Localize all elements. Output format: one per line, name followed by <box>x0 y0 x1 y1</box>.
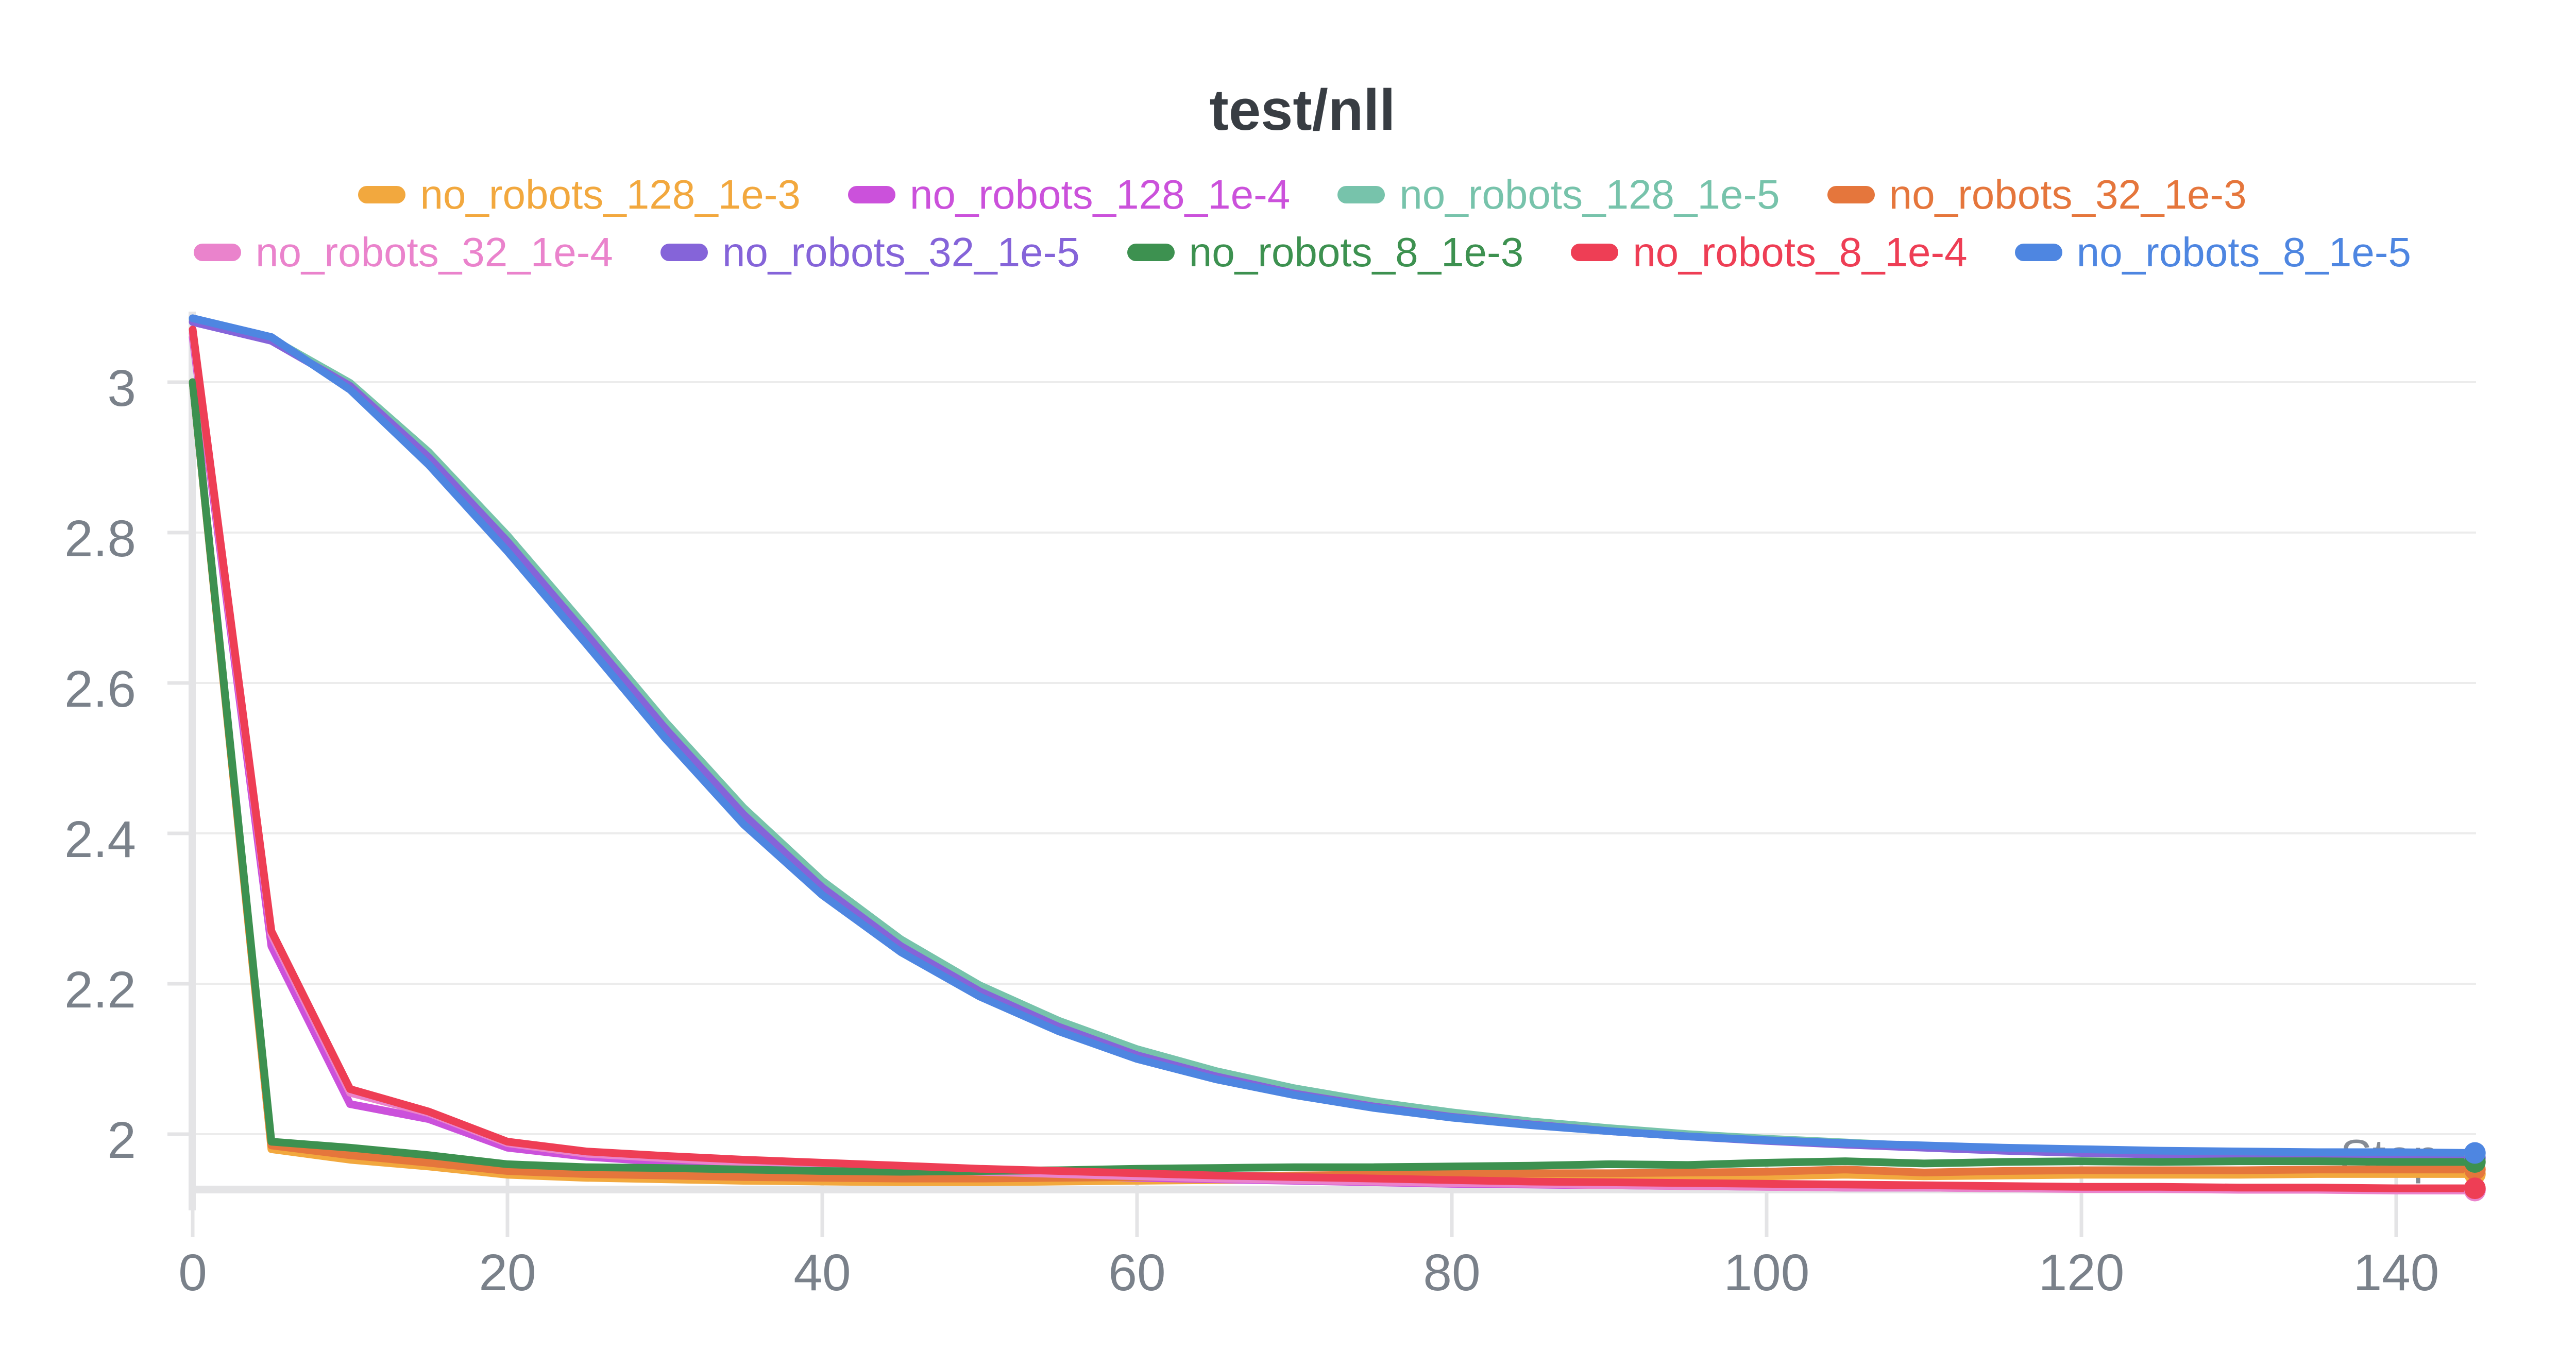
x-axis-tick <box>1765 1165 1769 1237</box>
legend-item-no_robots_128_1e-3[interactable]: no_robots_128_1e-3 <box>358 171 801 218</box>
x-tick-label: 60 <box>1108 1244 1165 1302</box>
chart-title: test/nll <box>1209 78 1396 142</box>
legend-swatch-icon <box>660 244 708 261</box>
series-line-no_robots_128_1e-3[interactable] <box>189 378 2479 1186</box>
y-tick-label: 2.4 <box>64 811 136 868</box>
x-tick-label: 0 <box>178 1244 207 1302</box>
series-line-no_robots_8_1e-4[interactable] <box>189 326 2479 1192</box>
series-endpoint-no_robots_8_1e-4[interactable] <box>2464 1177 2486 1200</box>
legend-swatch-icon <box>1337 186 1385 203</box>
x-axis-tick <box>2394 1165 2398 1237</box>
y-tick-label: 2.6 <box>64 660 136 718</box>
legend: no_robots_128_1e-3 no_robots_128_1e-4 no_r… <box>0 166 2576 281</box>
legend-swatch-icon <box>1571 244 1619 261</box>
legend-label: no_robots_8_1e-3 <box>1189 229 1524 275</box>
legend-label: no_robots_32_1e-3 <box>1889 172 2247 217</box>
series-line-no_robots_128_1e-4[interactable] <box>189 333 2479 1194</box>
series-layer <box>189 314 2486 1202</box>
legend-swatch-icon <box>1127 244 1175 261</box>
x-axis-tick <box>820 1165 824 1237</box>
series-line-no_robots_32_1e-3[interactable] <box>189 378 2479 1183</box>
legend-item-no_robots_32_1e-5[interactable]: no_robots_32_1e-5 <box>660 229 1080 276</box>
series-line-no_robots_32_1e-4[interactable] <box>189 329 2479 1194</box>
legend-swatch-icon <box>848 186 895 203</box>
legend-item-no_robots_8_1e-5[interactable]: no_robots_8_1e-5 <box>2014 229 2412 276</box>
x-tick-label: 100 <box>1724 1244 1810 1302</box>
series-line-no_robots_32_1e-5[interactable] <box>189 318 2479 1162</box>
y-axis-tick <box>167 1132 189 1136</box>
y-tick-label: 2 <box>107 1112 136 1169</box>
series-line-no_robots_8_1e-5[interactable] <box>189 314 2479 1157</box>
x-axis-tick <box>505 1165 510 1237</box>
x-tick-label: 140 <box>2353 1244 2439 1302</box>
x-axis-tick <box>1135 1165 1139 1237</box>
legend-item-no_robots_32_1e-4[interactable]: no_robots_32_1e-4 <box>193 229 613 276</box>
y-tick-label: 3 <box>107 360 136 417</box>
x-tick-label: 80 <box>1423 1244 1480 1302</box>
legend-item-no_robots_8_1e-4[interactable]: no_robots_8_1e-4 <box>1571 229 1968 276</box>
legend-label: no_robots_128_1e-5 <box>1399 172 1780 217</box>
legend-item-no_robots_128_1e-5[interactable]: no_robots_128_1e-5 <box>1337 171 1780 218</box>
legend-label: no_robots_8_1e-4 <box>1633 229 1968 275</box>
x-tick-label: 120 <box>2039 1244 2125 1302</box>
legend-swatch-icon <box>193 244 241 261</box>
y-axis-tick <box>167 982 189 986</box>
legend-item-no_robots_32_1e-3[interactable]: no_robots_32_1e-3 <box>1827 171 2247 218</box>
legend-swatch-icon <box>2014 244 2062 261</box>
y-axis-tick <box>167 380 189 384</box>
legend-label: no_robots_32_1e-4 <box>255 229 613 275</box>
series-line-no_robots_128_1e-5[interactable] <box>189 316 2479 1161</box>
legend-label: no_robots_32_1e-5 <box>722 229 1080 275</box>
y-axis-line <box>189 312 196 1210</box>
y-tick-label: 2.8 <box>64 510 136 568</box>
y-axis-tick <box>167 681 189 685</box>
legend-row-2: no_robots_32_1e-4 no_robots_32_1e-5 no_rob… <box>193 224 2412 281</box>
legend-item-no_robots_128_1e-4[interactable]: no_robots_128_1e-4 <box>848 171 1290 218</box>
y-tick-label: 2.2 <box>64 961 136 1019</box>
legend-label: no_robots_128_1e-4 <box>909 172 1291 217</box>
grid-layer: 32.82.62.42.220 20 40 60 80 100 120 140 <box>64 312 2476 1302</box>
legend-row-1: no_robots_128_1e-3 no_robots_128_1e-4 no_r… <box>358 166 2247 224</box>
x-tick-label: 40 <box>793 1244 851 1302</box>
legend-swatch-icon <box>358 186 406 203</box>
x-axis-tick <box>2079 1165 2083 1237</box>
legend-item-no_robots_8_1e-3[interactable]: no_robots_8_1e-3 <box>1127 229 1523 276</box>
x-axis-tick <box>1450 1165 1454 1237</box>
chart-header: test/nll no_robots_128_1e-3 no_robots_128… <box>0 0 2576 281</box>
legend-swatch-icon <box>1827 186 1875 203</box>
y-axis-tick <box>167 831 189 835</box>
legend-label: no_robots_128_1e-3 <box>420 172 801 217</box>
x-tick-label: 20 <box>479 1244 536 1302</box>
series-endpoint-no_robots_8_1e-5[interactable] <box>2464 1142 2486 1164</box>
y-axis-tick <box>167 531 189 535</box>
legend-label: no_robots_8_1e-5 <box>2076 229 2412 275</box>
series-line-no_robots_8_1e-3[interactable] <box>189 378 2479 1176</box>
